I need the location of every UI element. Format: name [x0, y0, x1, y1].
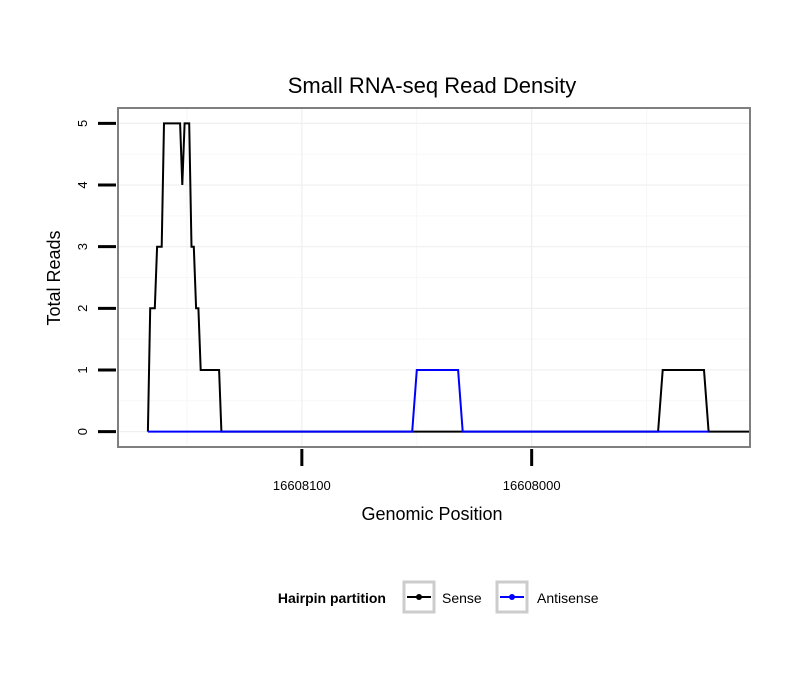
y-tick-label: 4	[75, 181, 90, 188]
chart-title: Small RNA-seq Read Density	[288, 73, 577, 98]
axes: 0 1 2 3 4 5 16608100 16608000	[75, 120, 561, 493]
plot-border	[117, 107, 751, 448]
x-tick-label: 16608100	[273, 478, 331, 493]
x-axis-title: Genomic Position	[361, 504, 502, 524]
series-line-antisense	[147, 369, 709, 433]
y-tick-label: 5	[75, 120, 90, 127]
data-lines	[146, 122, 750, 433]
legend-key-dot-antisense	[509, 594, 515, 600]
legend-key-dot-sense	[416, 594, 422, 600]
legend-label-sense: Sense	[442, 590, 482, 606]
legend-label-antisense: Antisense	[537, 590, 599, 606]
y-tick-label: 2	[75, 305, 90, 312]
y-tick-label: 3	[75, 243, 90, 250]
x-tick-label: 16608000	[503, 478, 561, 493]
y-tick-label: 0	[75, 428, 90, 435]
legend: Hairpin partition Sense Antisense	[278, 580, 599, 614]
y-tick-label: 1	[75, 366, 90, 373]
y-axis-title: Total Reads	[44, 230, 64, 325]
legend-title: Hairpin partition	[278, 590, 386, 606]
